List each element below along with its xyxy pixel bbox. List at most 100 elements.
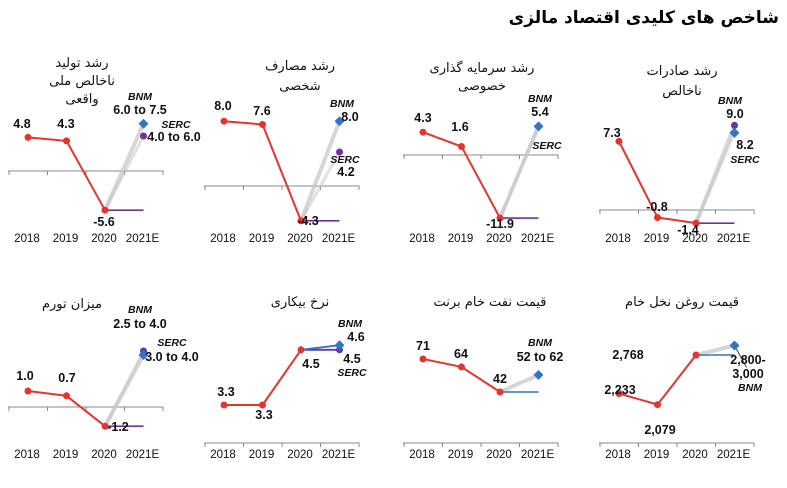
x-tick-label: 2019 [53,233,79,245]
data-point [259,120,266,128]
data-point [419,128,427,136]
data-label: 7.6 [253,104,270,118]
x-tick-label: 2018 [409,449,435,461]
x-tick-label: 2019 [448,449,474,461]
chart-title: قیمت روغن نخل خام [625,295,739,310]
serc-source-label: SERC [532,140,562,152]
chart-title: قیمت نفت خام برنت [434,295,547,310]
bnm-source-label: BNM [718,95,742,107]
x-tick-label: 2021E [126,233,160,245]
serc-forecast-label: 4.5 [343,352,360,366]
data-label: 1.6 [451,120,468,134]
x-tick-label: 2018 [605,233,631,245]
chart-title: شخصی [279,79,320,94]
chart-panel: رشد صادرات ناخالص 2018 2019 2020 2021E 7.3 -0.8… [599,64,760,245]
bnm-marker [334,340,345,351]
serc-forecast-label: 3.0 to 4.0 [145,350,199,364]
projection-shadow-serc [498,125,540,219]
bnm-source-label: BNM [528,93,552,105]
data-point [297,217,305,225]
x-tick-label: 2021E [126,449,160,461]
bnm-forecast-label: 5.4 [531,105,548,119]
data-label: -11.9 [486,217,514,231]
x-tick-label: 2018 [14,449,40,461]
bnm-forecast-label: 2.5 to 4.0 [113,317,167,331]
actual-series-line [618,354,697,406]
data-point [615,390,623,398]
x-tick-label: 2019 [644,233,670,245]
x-tick-label: 2021E [717,233,751,245]
x-tick-label: 2018 [210,233,236,245]
data-label: -4.3 [297,214,319,228]
serc-source-label: SERC [337,367,367,379]
data-point [458,143,465,151]
chart-title: میزان تورم [42,297,102,312]
data-label: 2,233 [604,383,635,397]
data-label: 71 [416,339,430,353]
x-tick-label: 2018 [210,449,236,461]
projection-shadow-serc [694,132,736,224]
serc-marker [336,148,343,156]
data-point [63,392,70,400]
bnm-marker [729,340,740,351]
x-tick-label: 2021E [322,449,356,461]
x-tick-label: 2021E [322,233,356,245]
serc-marker [140,132,147,140]
serc-source-label: SERC [330,154,360,166]
projection-shadow-serc [299,151,341,222]
data-label: -0.8 [646,200,668,214]
data-label: 3.3 [255,408,272,422]
data-label: -1.4 [677,223,699,237]
data-label: 2,768 [612,348,643,362]
data-label: 42 [493,372,507,386]
data-point [692,219,700,227]
data-point [496,214,504,222]
page-title: شاخص های کلیدی اقتصاد مالزی [508,8,779,28]
data-point [458,363,465,371]
chart-panel: رشد سرمایه گذاری خصوصی 2018 2019 2020 2021E 4.… [403,60,562,245]
chart-title: نرخ بیکاری [271,295,329,310]
data-point [654,214,661,222]
bnm-marker [533,121,544,132]
bnm-source-label: BNM [128,304,152,316]
chart-panel: رشد تولید ناخالص ملی واقعی 2018 2019 2020 2021… [8,56,201,245]
projection-shadow-bnm [299,120,342,222]
bnm-forecast-label: 9.0 [726,107,743,121]
actual-series-line [224,349,302,406]
data-label: 1.0 [16,369,33,383]
serc-source-label: SERC [157,337,187,349]
x-tick-label: 2020 [486,233,512,245]
bnm-source-label: BNM [128,91,152,103]
x-tick-label: 2020 [682,233,708,245]
projection-shadow-bnm [695,343,735,357]
bnm-line [300,344,340,351]
x-tick-label: 2018 [605,449,631,461]
chart-title: رشد صادرات [646,64,717,79]
bnm-forecast-label: 6.0 to 7.5 [113,103,167,117]
chart-title: واقعی [65,92,98,107]
projection-shadow-serc [103,350,145,427]
data-label: 4.3 [414,111,431,125]
chart-title: رشد تولید [55,56,108,71]
data-point [259,401,266,409]
bnm-forecast-label: 3,000 [732,367,763,381]
bnm-forecast-label: 4.6 [347,330,364,344]
x-tick-label: 2018 [409,233,435,245]
actual-series-line [223,120,302,222]
data-label: 8.0 [214,99,231,113]
bnm-marker [138,350,149,360]
data-label: 0.7 [58,371,75,385]
data-point [220,117,228,125]
serc-source-label: SERC [161,119,191,131]
bnm-source-label: BNM [738,382,762,394]
x-tick-label: 2019 [448,233,474,245]
x-tick-label: 2019 [249,233,275,245]
chart-panel: قیمت نفت خام برنت 2018 2019 2020 2021E 71 64 42… [403,295,563,461]
x-tick-label: 2021E [521,449,555,461]
bnm-source-label: BNM [528,337,552,349]
chart-panel: میزان تورم 2018 2019 2020 2021E 1.0 0.7 -1.2 BNM… [8,297,199,461]
chart-title: ناخالص [662,84,701,99]
x-tick-label: 2020 [91,233,117,245]
chart-title: رشد سرمایه گذاری [430,60,535,76]
